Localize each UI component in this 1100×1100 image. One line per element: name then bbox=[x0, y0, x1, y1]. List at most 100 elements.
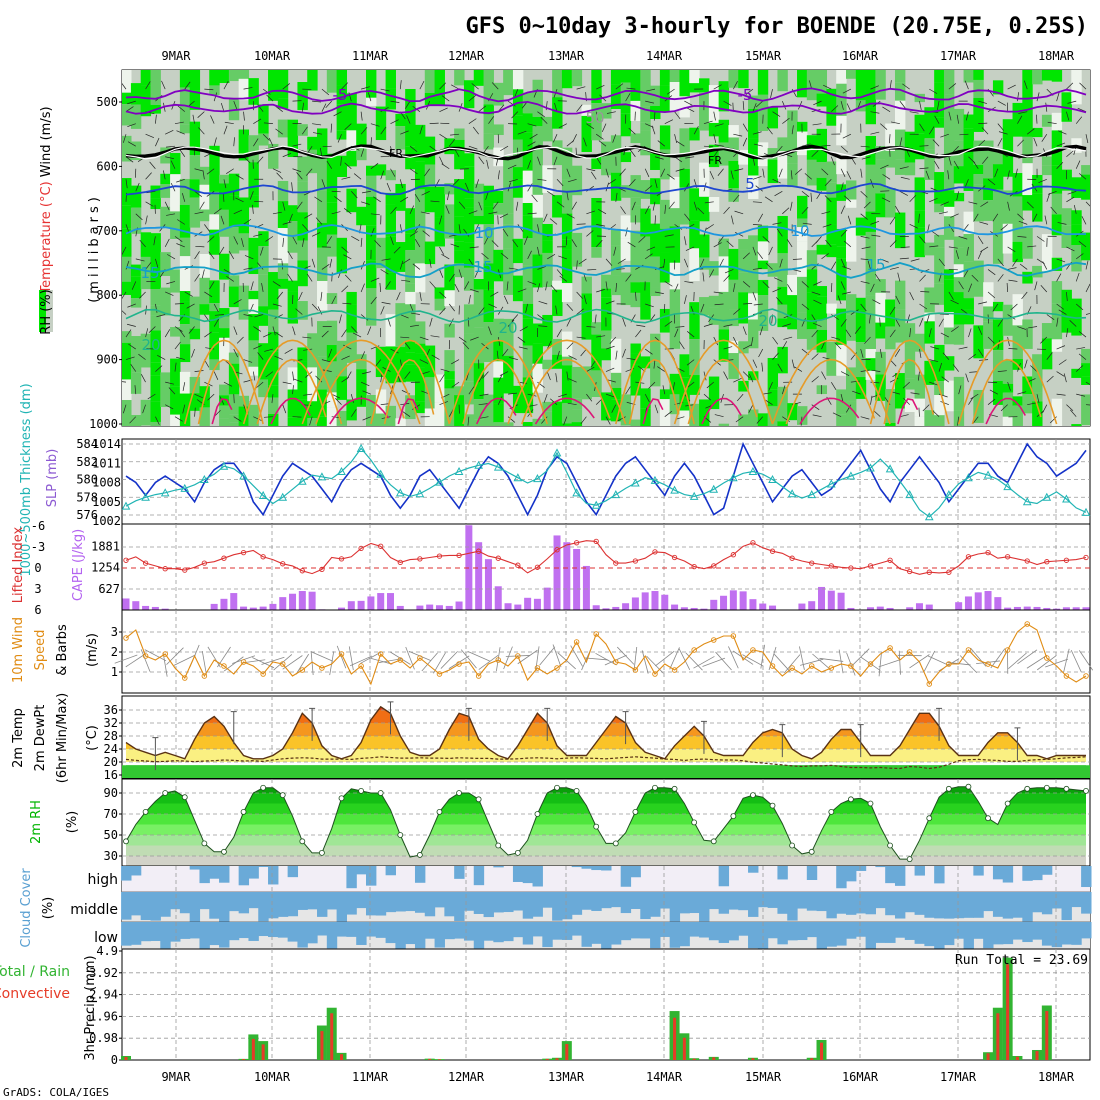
cloud-cell bbox=[424, 922, 436, 939]
wind-barb bbox=[261, 283, 264, 293]
rh-cell bbox=[346, 130, 357, 151]
rh-cell bbox=[846, 401, 857, 426]
wind-barb bbox=[306, 273, 313, 282]
wind-barb bbox=[987, 291, 996, 299]
wind-barb bbox=[553, 134, 558, 143]
warm-temp-contour bbox=[242, 339, 343, 425]
wind-barb bbox=[250, 281, 254, 291]
thickness-marker bbox=[513, 473, 523, 482]
rh-cell bbox=[366, 260, 377, 289]
rh-cell bbox=[669, 289, 681, 321]
wind-barb bbox=[537, 314, 545, 321]
wind-barb bbox=[351, 326, 358, 334]
rh-cell bbox=[258, 343, 269, 380]
wind-barb bbox=[762, 281, 770, 288]
rh2m-marker bbox=[789, 842, 796, 849]
cloud-cell bbox=[268, 922, 279, 938]
rh-cell bbox=[375, 389, 387, 414]
cloud-cell bbox=[1032, 866, 1043, 881]
rh-cell bbox=[209, 214, 220, 230]
rh-cell bbox=[228, 363, 240, 395]
wind-barb bbox=[311, 258, 316, 268]
wind-barb bbox=[997, 123, 1004, 131]
rh-cell bbox=[914, 374, 925, 399]
rh-cell bbox=[728, 125, 739, 138]
wind-barb bbox=[207, 393, 215, 401]
rh-cell bbox=[189, 296, 201, 329]
rh-cell bbox=[699, 234, 710, 258]
cape-bar bbox=[1004, 607, 1012, 610]
wind-barb bbox=[233, 299, 242, 305]
wind-barb bbox=[497, 396, 503, 405]
rh-cell bbox=[179, 204, 191, 238]
wind-barb bbox=[329, 651, 335, 676]
rh-cell bbox=[640, 180, 651, 199]
rh-cell bbox=[865, 370, 876, 380]
cloud-cell bbox=[591, 892, 602, 911]
rh2m-marker bbox=[1004, 800, 1011, 807]
rh-cell bbox=[503, 156, 514, 188]
wind-barb bbox=[555, 305, 558, 315]
wind-barb bbox=[697, 207, 705, 215]
rh-cell bbox=[493, 377, 504, 404]
rh2m-marker bbox=[456, 790, 462, 796]
rh-cell bbox=[346, 188, 357, 213]
wind-barb bbox=[1018, 220, 1028, 225]
cape-bar bbox=[445, 605, 453, 610]
wind-barb bbox=[165, 404, 174, 410]
rh-cell bbox=[199, 277, 210, 305]
y-tick-label: 900 bbox=[96, 353, 118, 367]
cloud-cell bbox=[552, 922, 563, 940]
rh-cell bbox=[209, 170, 220, 192]
wind-barb bbox=[752, 176, 762, 180]
wind-barb bbox=[733, 336, 738, 346]
wind-barb bbox=[1017, 92, 1019, 102]
wind-barb bbox=[265, 371, 274, 378]
rh-cell bbox=[610, 245, 622, 276]
cloud-cell bbox=[973, 922, 984, 939]
rh-cell bbox=[826, 358, 837, 376]
rh-cell bbox=[122, 104, 132, 126]
rh-cell bbox=[444, 379, 455, 389]
rh-cell bbox=[1081, 165, 1090, 175]
cape-bar bbox=[729, 590, 737, 610]
cloud-cell bbox=[160, 892, 171, 917]
wind-barb bbox=[263, 416, 273, 418]
rh-cell bbox=[561, 423, 573, 426]
wind-marker bbox=[711, 637, 717, 643]
wind-barb bbox=[430, 200, 440, 203]
wind-marker bbox=[652, 671, 658, 677]
rh-cell bbox=[571, 409, 583, 423]
rh-cell bbox=[924, 107, 935, 139]
rh-cell bbox=[219, 183, 230, 210]
wind-barb bbox=[840, 168, 846, 177]
precip-convective-bar bbox=[810, 1058, 814, 1060]
lifted-marker bbox=[926, 569, 932, 575]
cloud-cell bbox=[414, 892, 426, 913]
rh-cell bbox=[875, 322, 886, 339]
thickness-marker bbox=[415, 489, 425, 498]
wind-marker bbox=[593, 631, 599, 637]
wind-barb bbox=[414, 224, 421, 233]
thickness-marker bbox=[826, 479, 836, 488]
lifted-marker bbox=[221, 555, 227, 561]
rh-cell bbox=[983, 140, 994, 179]
wind-barb bbox=[864, 336, 871, 344]
rh-cell bbox=[463, 207, 475, 243]
cloud-cell bbox=[973, 892, 984, 918]
rh-cell bbox=[640, 282, 651, 320]
rh2m-marker bbox=[1063, 785, 1070, 792]
rh-cell bbox=[414, 401, 426, 414]
wind-barb bbox=[233, 137, 235, 147]
wind-barb bbox=[226, 275, 234, 282]
wind-barb bbox=[1056, 345, 1066, 350]
rh-cell bbox=[512, 115, 524, 140]
wind-barb bbox=[1073, 204, 1077, 214]
wind-barb bbox=[622, 317, 626, 327]
wind-barb bbox=[295, 308, 303, 315]
thickness-marker bbox=[493, 462, 503, 471]
cape-bar bbox=[818, 586, 826, 610]
rh-cell bbox=[601, 330, 612, 349]
rh-cell bbox=[268, 309, 279, 332]
rh-cell bbox=[258, 306, 269, 326]
